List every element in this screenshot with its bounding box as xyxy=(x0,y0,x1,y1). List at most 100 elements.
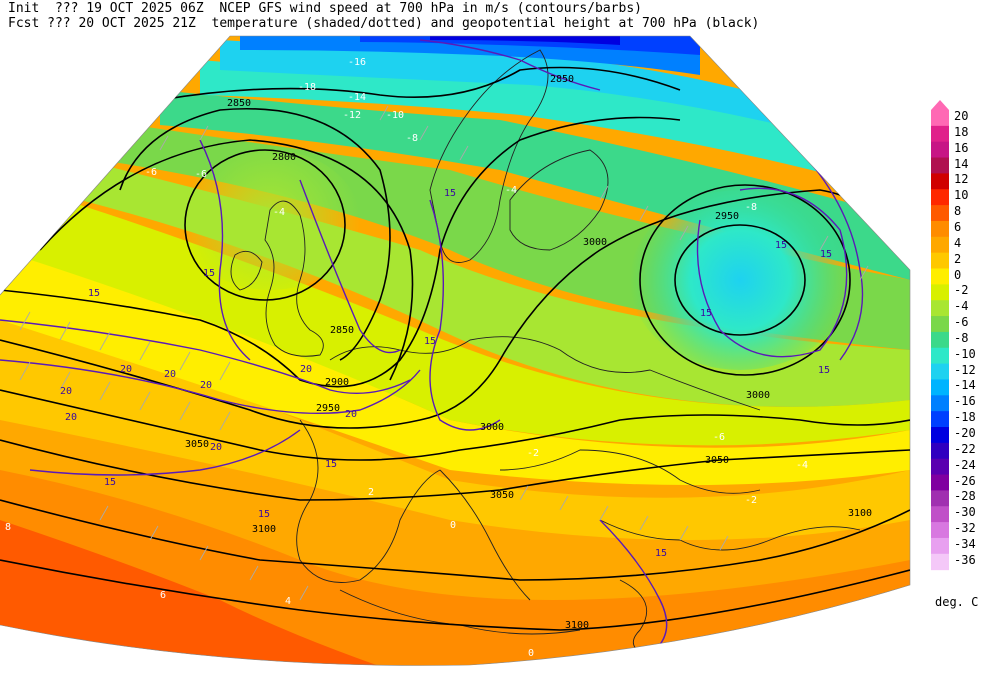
height-label: 3100 xyxy=(848,508,872,519)
map-boundary xyxy=(0,35,911,666)
colorbar-swatch xyxy=(931,110,949,127)
colorbar-swatch xyxy=(931,157,949,174)
colorbar-swatch xyxy=(931,411,949,428)
colorbar-tick-label: 6 xyxy=(954,219,962,234)
svg-text:6: 6 xyxy=(160,590,166,601)
svg-text:15: 15 xyxy=(258,509,270,520)
forecast-time: Fcst ??? 20 OCT 2025 21Z xyxy=(8,16,196,31)
height-label: 3100 xyxy=(565,620,589,631)
svg-text:-4: -4 xyxy=(796,460,808,471)
svg-text:0: 0 xyxy=(528,648,534,659)
svg-text:15: 15 xyxy=(818,365,830,376)
svg-text:15: 15 xyxy=(655,548,667,559)
svg-text:20: 20 xyxy=(60,386,72,397)
svg-text:15: 15 xyxy=(88,288,100,299)
colorbar-swatch xyxy=(931,268,949,285)
colorbar-swatch xyxy=(931,522,949,539)
svg-text:-12: -12 xyxy=(343,110,361,121)
svg-text:15: 15 xyxy=(700,308,712,319)
colorbar-tick-label: -18 xyxy=(954,410,976,425)
svg-text:-10: -10 xyxy=(386,110,404,121)
colorbar-unit: deg. C xyxy=(935,595,979,609)
colorbar-tick-label: -28 xyxy=(954,489,976,504)
colorbar-tick-label: -26 xyxy=(954,473,976,488)
colorbar-swatch xyxy=(931,236,949,254)
svg-text:20: 20 xyxy=(300,364,312,375)
svg-text:-8: -8 xyxy=(745,202,757,213)
colorbar-tick-label: -34 xyxy=(954,536,976,551)
colorbar-tick-label: 2 xyxy=(954,251,962,266)
colorbar-swatch xyxy=(931,189,949,206)
svg-text:15: 15 xyxy=(104,477,116,488)
height-label: 2800 xyxy=(272,152,296,163)
init-time: Init ??? 19 OCT 2025 06Z xyxy=(8,1,204,16)
colorbar-tick-label: 4 xyxy=(954,235,962,250)
colorbar-swatch xyxy=(931,331,949,349)
svg-text:-14: -14 xyxy=(348,92,366,103)
svg-text:-8: -8 xyxy=(406,133,418,144)
colorbar-tick-label: -6 xyxy=(954,315,969,330)
height-label: 2850 xyxy=(227,98,251,109)
colorbar-tick-label: -16 xyxy=(954,394,976,409)
colorbar-arrow xyxy=(931,100,949,110)
colorbar-tick-label: -32 xyxy=(954,521,976,536)
svg-text:15: 15 xyxy=(203,268,215,279)
colorbar-swatch xyxy=(931,252,949,269)
colorbar-swatch xyxy=(931,537,949,555)
colorbar-tick-label: 10 xyxy=(954,188,969,203)
colorbar-swatch xyxy=(931,284,949,301)
wind-contours xyxy=(0,39,864,661)
svg-text:15: 15 xyxy=(820,249,832,260)
colorbar-swatch xyxy=(931,173,949,190)
colorbar-swatch xyxy=(931,490,949,507)
temperature-labels: -14 -12 -10 -8 -6 -6 -4 -4 -4 -6 -8 -2 -… xyxy=(5,57,808,659)
height-label: 3000 xyxy=(583,237,607,248)
svg-text:-4: -4 xyxy=(273,207,285,218)
colorbar-swatch xyxy=(931,316,949,333)
colorbar-tick-label: -8 xyxy=(954,330,969,345)
colorbar-swatch xyxy=(931,363,949,380)
svg-text:15: 15 xyxy=(444,188,456,199)
colorbar-swatch xyxy=(931,220,949,238)
svg-text:20: 20 xyxy=(210,442,222,453)
colorbar-swatch xyxy=(931,474,949,491)
svg-text:20: 20 xyxy=(120,364,132,375)
colorbar-tick-label: -2 xyxy=(954,283,969,298)
wind-labels: 15 15 15 15 15 15 15 15 15 20 20 20 20 2… xyxy=(60,188,832,559)
svg-text:-2: -2 xyxy=(527,448,539,459)
height-label: 2950 xyxy=(316,403,340,414)
map-subtitle: temperature (shaded/dotted) and geopoten… xyxy=(211,16,760,31)
colorbar-tick-label: -12 xyxy=(954,362,976,377)
temperature-colorbar xyxy=(931,100,949,571)
svg-text:-2: -2 xyxy=(745,495,757,506)
svg-text:-18: -18 xyxy=(298,82,316,93)
colorbar-tick-label: -24 xyxy=(954,457,976,472)
svg-text:15: 15 xyxy=(325,459,337,470)
svg-text:-6: -6 xyxy=(195,169,207,180)
height-contours xyxy=(0,66,910,631)
colorbar-tick-label: -36 xyxy=(954,552,976,567)
svg-text:-16: -16 xyxy=(348,57,366,68)
colorbar-tick-label: 14 xyxy=(954,156,969,171)
colorbar-tick-label: 12 xyxy=(954,172,969,187)
colorbar-swatch xyxy=(931,300,949,317)
colorbar-tick-label: -20 xyxy=(954,426,976,440)
colorbar-tick-label: 16 xyxy=(954,140,969,155)
height-label: 3000 xyxy=(480,422,504,433)
height-label: 2900 xyxy=(325,377,349,388)
height-label: 3050 xyxy=(705,455,729,466)
colorbar-tick-label: 20 xyxy=(954,109,969,123)
height-label: 3050 xyxy=(185,439,209,450)
colorbar-swatch xyxy=(931,506,949,523)
colorbar-swatch xyxy=(931,458,949,476)
colorbar-swatch xyxy=(931,347,949,365)
height-label: 2950 xyxy=(715,211,739,222)
colorbar-tick-label: -4 xyxy=(954,299,969,314)
colorbar-swatch xyxy=(931,395,949,412)
height-label: 3000 xyxy=(746,390,770,401)
svg-text:15: 15 xyxy=(424,336,436,347)
svg-text:-6: -6 xyxy=(713,432,725,443)
colorbar-tick-label: -30 xyxy=(954,505,976,520)
map-labels: 2850 2850 2800 2950 3000 3000 3050 3050 … xyxy=(185,74,872,631)
